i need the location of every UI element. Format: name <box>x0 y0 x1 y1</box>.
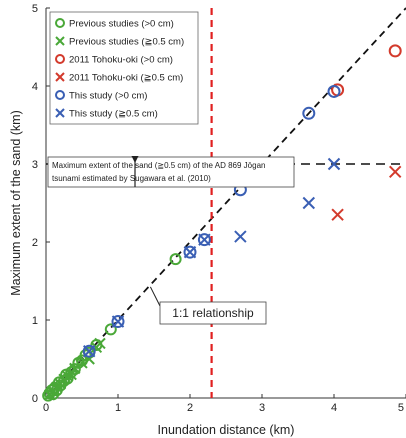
series-this-study-0-cm <box>82 84 341 358</box>
series-2011-tohoku-oki-0-cm <box>331 44 402 97</box>
data-point <box>69 362 81 375</box>
legend-label: Previous studies (>0 cm) <box>69 19 174 30</box>
data-point <box>388 165 402 179</box>
y-tick-label: 2 <box>32 237 38 249</box>
x-tick-label: 3 <box>259 402 265 414</box>
data-point <box>234 230 247 243</box>
y-tick-label: 4 <box>32 81 38 93</box>
legend-marker <box>55 90 65 100</box>
x-tick-label: 0 <box>43 402 49 414</box>
y-tick-label: 0 <box>32 393 38 405</box>
x-tick-label: 4 <box>331 402 337 414</box>
data-point <box>65 366 78 379</box>
series-2011-tohoku-oki-0-5-cm <box>331 165 402 221</box>
legend-label: This study (≧0.5 cm) <box>69 109 158 120</box>
y-tick-label: 5 <box>32 3 38 15</box>
data-point <box>68 363 81 376</box>
data-point <box>82 344 96 358</box>
data-point <box>169 253 182 266</box>
y-tick-label: 1 <box>32 315 38 327</box>
annotation-arrowhead <box>131 156 139 163</box>
legend-label: Previous studies (≧0.5 cm) <box>69 37 184 48</box>
data-point <box>111 315 125 329</box>
data-point <box>327 157 341 171</box>
data-point <box>197 233 211 247</box>
data-point <box>82 344 96 358</box>
one-to-one-line <box>45 7 406 399</box>
legend-marker <box>55 36 65 46</box>
legend-box <box>49 11 199 125</box>
y-tick-label: 3 <box>32 159 38 171</box>
data-point <box>104 323 117 336</box>
data-point <box>327 84 341 98</box>
callout-label: 1:1 relationship <box>172 306 254 320</box>
legend-marker <box>55 54 65 64</box>
data-point <box>302 196 316 210</box>
data-point <box>183 245 197 259</box>
legend-marker <box>55 18 65 28</box>
data-point <box>388 44 402 58</box>
series-this-study-0-5-cm <box>82 157 341 358</box>
data-point <box>198 233 211 246</box>
annotation-text: tsunami estimated by Sugawara et al. (20… <box>52 174 211 183</box>
data-point <box>302 106 316 120</box>
legend-label: This study (>0 cm) <box>69 91 147 102</box>
x-tick-label: 2 <box>187 402 193 414</box>
series-previous-studies-0-5-cm <box>43 337 106 401</box>
annotation-text: Maximum extent of the sand (≧0.5 cm) of … <box>52 161 265 170</box>
data-points <box>42 44 402 402</box>
data-point <box>94 337 106 350</box>
data-point <box>331 208 344 221</box>
annotations: Maximum extent of the sand (≧0.5 cm) of … <box>47 156 295 325</box>
data-point <box>76 357 88 369</box>
x-tick-label: 1 <box>115 402 121 414</box>
legend-label: 2011 Tohoku-oki (>0 cm) <box>69 55 173 66</box>
legend: Previous studies (>0 cm) Previous studies… <box>49 11 199 125</box>
y-axis-title: Maximum extent of the sand (km) <box>9 110 23 295</box>
callout-box <box>159 301 267 325</box>
data-point <box>65 368 77 381</box>
data-point <box>111 315 125 328</box>
annotation-box <box>47 156 295 188</box>
x-axis-title: Inundation distance (km) <box>158 423 295 437</box>
legend-label: 2011 Tohoku-oki (≧0.5 cm) <box>69 73 183 84</box>
callout-leader <box>149 286 161 307</box>
legend-marker <box>55 72 65 82</box>
data-point <box>183 245 197 259</box>
axes: 0 1 2 3 4 5 0 1 2 3 4 5 Inundation distance (km) Maxi… <box>9 3 406 437</box>
legend-marker <box>55 108 65 118</box>
x-tick-label: 5 <box>398 402 404 414</box>
